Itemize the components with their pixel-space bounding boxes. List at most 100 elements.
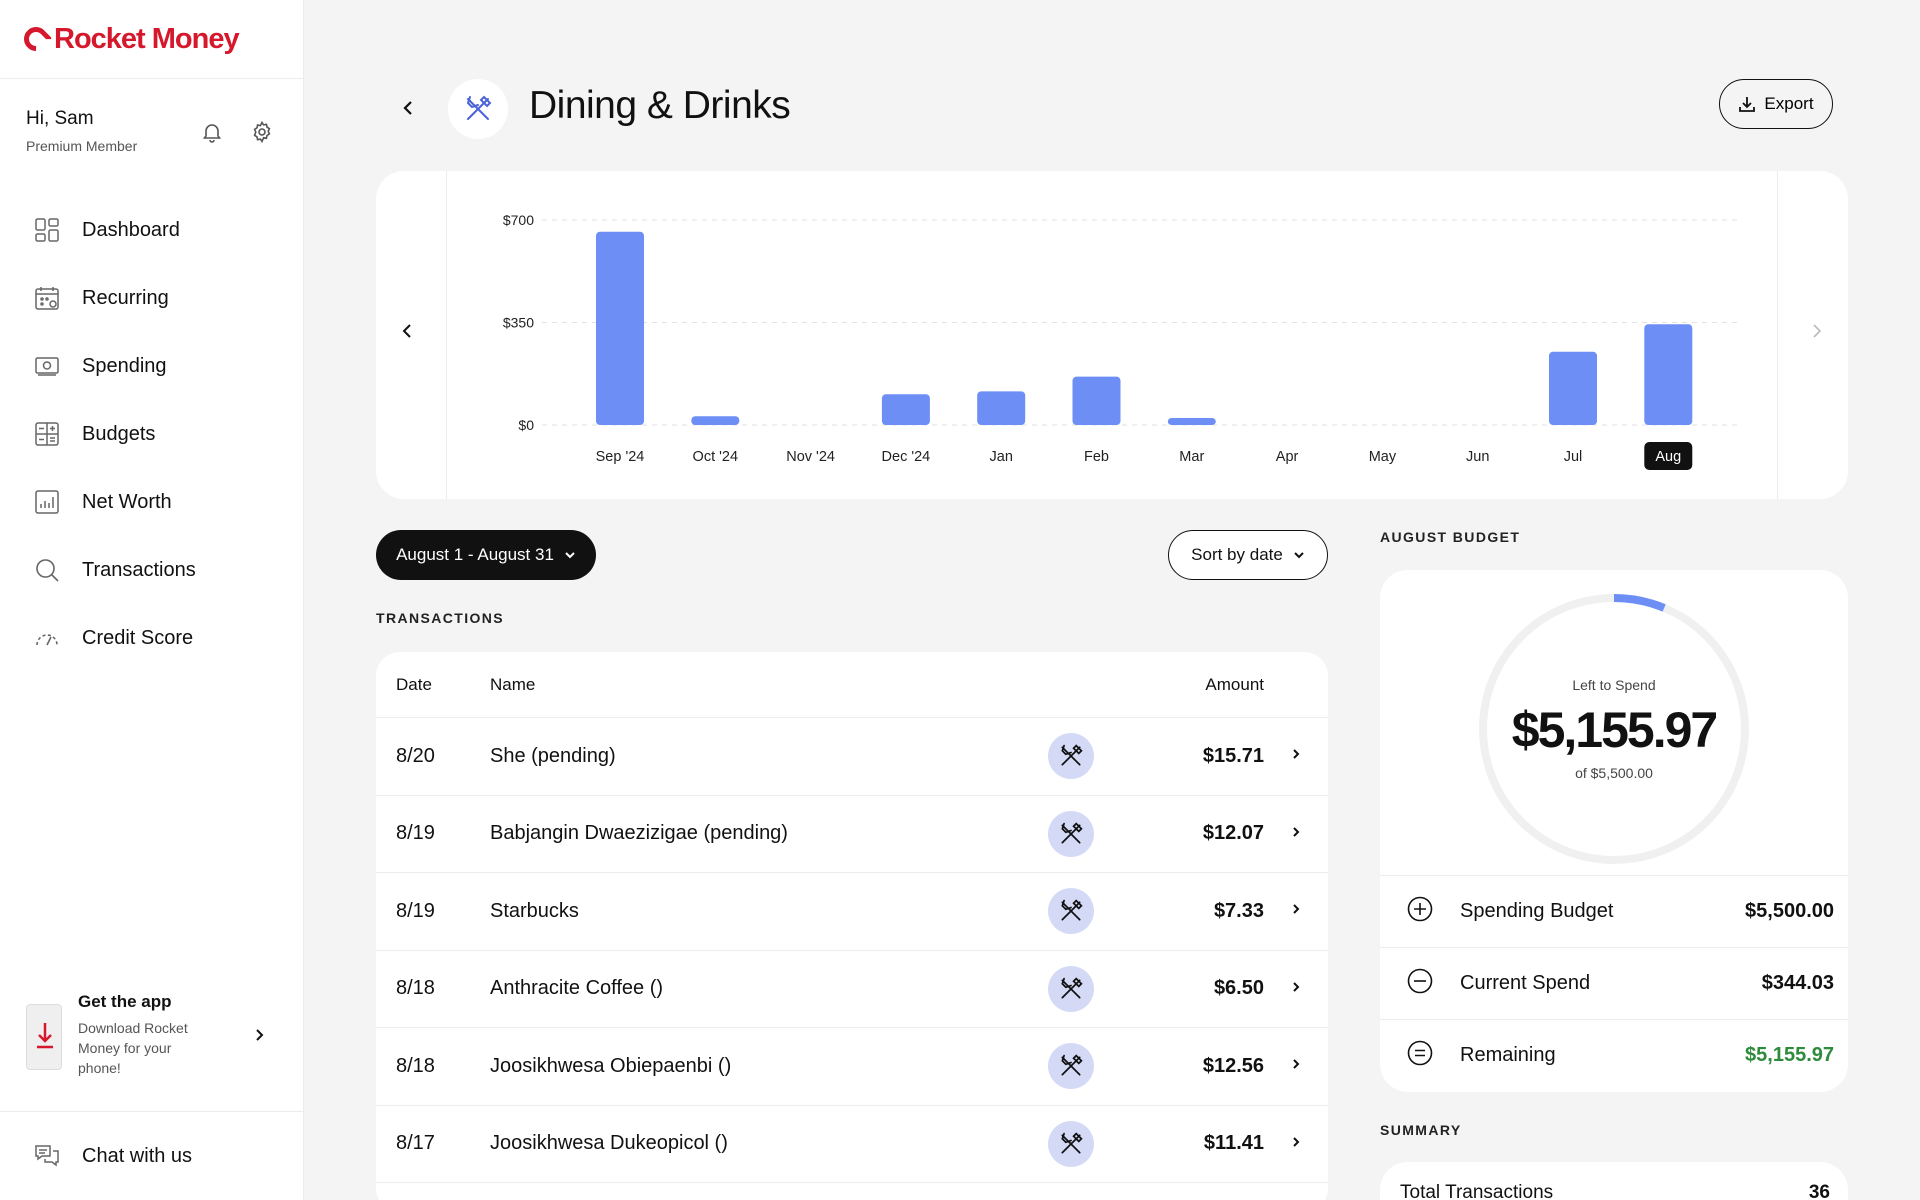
column-header-amount[interactable]: Amount	[1205, 674, 1264, 694]
page-title: Dining & Drinks	[529, 84, 791, 127]
selected-month-highlight	[1644, 442, 1693, 470]
table-row[interactable]: 8/20 She (pending) $15.71	[376, 718, 1328, 796]
row-name: Anthracite Coffee ()	[490, 977, 664, 1000]
logo[interactable]: Rocket Money	[0, 0, 303, 79]
row-name: Joosikhwesa Dukeopicol ()	[490, 1132, 728, 1155]
chart-bar[interactable]	[691, 416, 740, 425]
x-tick-label[interactable]: Nov '24	[786, 449, 835, 465]
user-info: Hi, Sam Premium Member	[26, 108, 137, 154]
spending-budget-row[interactable]: Spending Budget $5,500.00	[1380, 875, 1848, 947]
chart-bar[interactable]	[881, 394, 930, 425]
column-header-name[interactable]: Name	[490, 674, 536, 694]
search-icon	[32, 555, 62, 585]
back-button[interactable]	[394, 94, 422, 122]
summary-card: Total Transactions 36	[1380, 1162, 1848, 1200]
ring-progress	[1479, 594, 1749, 864]
table-row[interactable]: 8/18 Joosikhwesa Obiepaenbi () $12.56	[376, 1028, 1328, 1106]
sidebar-item-label: Budgets	[82, 422, 156, 445]
sort-dropdown[interactable]: Sort by date	[1168, 530, 1328, 580]
y-tick-label: $700	[503, 212, 534, 228]
dining-category-icon[interactable]	[1048, 810, 1094, 857]
x-tick-label[interactable]: Sep '24	[596, 449, 645, 465]
sidebar-item-label: Dashboard	[82, 218, 180, 241]
chat-label: Chat with us	[82, 1144, 193, 1167]
x-tick-label[interactable]: Dec '24	[882, 449, 931, 465]
sidebar: Rocket Money Hi, Sam Premium Member Dash…	[0, 0, 304, 1200]
sidebar-item-recurring[interactable]: Recurring	[0, 264, 303, 332]
export-button[interactable]: Export	[1719, 79, 1833, 129]
chart-bar[interactable]	[596, 231, 644, 425]
x-tick-label[interactable]: Oct '24	[693, 449, 738, 465]
settings-gear-icon[interactable]	[248, 118, 276, 146]
chart-bar[interactable]	[1644, 324, 1693, 425]
get-app-promo[interactable]: Get the app Download Rocket Money for yo…	[26, 986, 282, 1086]
sidebar-item-credit-score[interactable]: Credit Score	[0, 604, 303, 672]
dining-category-icon[interactable]	[1048, 1043, 1094, 1090]
chart-bar[interactable]	[977, 391, 1026, 425]
y-tick-label: $350	[503, 315, 534, 331]
sort-label: Sort by date	[1191, 545, 1283, 564]
sidebar-item-dashboard[interactable]: Dashboard	[0, 196, 303, 264]
dining-category-icon[interactable]	[1048, 888, 1094, 935]
net-worth-icon	[32, 487, 62, 517]
chat-bubbles-icon	[32, 1141, 62, 1171]
budget-total: of $5,500.00	[1575, 765, 1653, 781]
brand-name: Rocket Money	[54, 22, 240, 55]
table-row[interactable]: 8/18 Anthracite Coffee () $6.50	[376, 951, 1328, 1028]
promo-subtitle: Download Rocket Money for your phone!	[78, 1020, 188, 1076]
money-icon	[32, 351, 62, 381]
chart-bar[interactable]	[1549, 351, 1597, 425]
x-tick-label[interactable]: Jan	[990, 449, 1013, 465]
current-spend-row[interactable]: Current Spend $344.03	[1380, 947, 1848, 1019]
budget-row-value: $5,500.00	[1745, 900, 1834, 922]
sidebar-item-transactions[interactable]: Transactions	[0, 536, 303, 604]
x-tick-label[interactable]: Apr	[1276, 449, 1299, 465]
chart-bar[interactable]	[1072, 376, 1121, 425]
sidebar-item-net-worth[interactable]: Net Worth	[0, 468, 303, 536]
dining-category-icon[interactable]	[1048, 965, 1094, 1012]
notifications-bell-icon[interactable]	[198, 118, 226, 146]
row-amount: $15.71	[1202, 744, 1264, 767]
dashboard-icon	[32, 215, 62, 245]
row-date: 8/18	[396, 1054, 435, 1077]
chart-next-button[interactable]	[1810, 323, 1824, 344]
row-date: 8/20	[396, 744, 435, 767]
x-tick-label[interactable]: Jun	[1466, 449, 1489, 465]
table-row[interactable]: 8/17 Joosikhwesa Dukeopicol () $11.41	[376, 1106, 1328, 1183]
x-tick-label[interactable]: Aug	[1655, 449, 1681, 465]
calendar-icon	[32, 283, 62, 313]
x-tick-label[interactable]: Feb	[1084, 449, 1109, 465]
dining-category-icon[interactable]	[1048, 1120, 1094, 1167]
budget-icon	[32, 419, 62, 449]
table-row[interactable]: 8/19 Starbucks $7.33	[376, 873, 1328, 951]
minus-circle-icon	[1406, 967, 1434, 1000]
total-transactions-label: Total Transactions	[1400, 1182, 1554, 1200]
x-tick-label[interactable]: Mar	[1179, 449, 1204, 465]
row-name: Starbucks	[490, 899, 579, 922]
sidebar-item-budgets[interactable]: Budgets	[0, 400, 303, 468]
chevron-down-icon	[1294, 552, 1304, 559]
chevron-right-icon	[1292, 747, 1300, 765]
remaining-row[interactable]: Remaining $5,155.97	[1380, 1019, 1848, 1091]
export-label: Export	[1764, 94, 1814, 113]
row-amount: $12.56	[1202, 1054, 1264, 1077]
x-tick-label[interactable]: Jul	[1564, 449, 1583, 465]
date-range-dropdown[interactable]: August 1 - August 31	[376, 530, 596, 580]
x-tick-label[interactable]: May	[1369, 449, 1397, 465]
bar-chart: $700 $350 $0 Sep '24 Oct '24 Nov '24 Dec '24 Ja…	[503, 212, 1738, 470]
budget-row-value: $344.03	[1761, 972, 1834, 994]
column-header-date[interactable]: Date	[396, 674, 432, 694]
row-date: 8/17	[396, 1132, 435, 1155]
row-date: 8/18	[396, 977, 435, 1000]
chat-with-us-button[interactable]: Chat with us	[0, 1111, 303, 1200]
sidebar-item-label: Spending	[82, 354, 167, 377]
chart-prev-button[interactable]	[400, 323, 414, 344]
summary-section-label: SUMMARY	[1380, 1122, 1462, 1138]
chart-bar[interactable]	[1167, 418, 1216, 425]
sidebar-item-spending[interactable]: Spending	[0, 332, 303, 400]
chevron-down-icon	[565, 552, 575, 559]
user-membership: Premium Member	[26, 138, 138, 154]
chevron-right-icon	[1292, 1135, 1300, 1153]
table-row[interactable]: 8/19 Babjangin Dwaezizigae (pending) $12.0…	[376, 796, 1328, 873]
dining-category-icon[interactable]	[1048, 733, 1094, 780]
